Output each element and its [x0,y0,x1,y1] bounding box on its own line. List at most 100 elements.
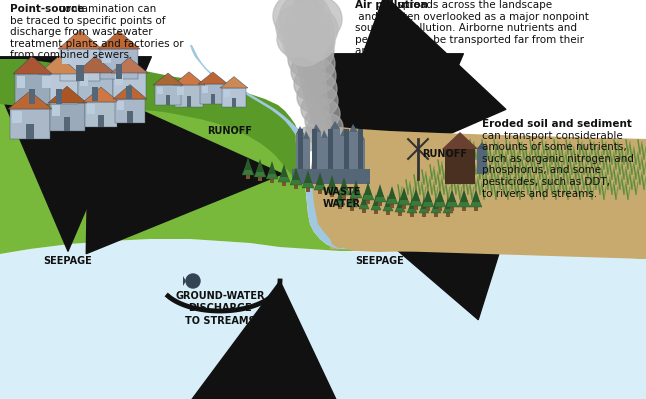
Circle shape [296,127,320,151]
Polygon shape [0,81,646,259]
Polygon shape [374,210,378,214]
Polygon shape [477,142,487,149]
Polygon shape [326,221,646,259]
Polygon shape [349,124,358,132]
Circle shape [306,117,334,145]
Polygon shape [294,185,298,189]
Polygon shape [438,207,442,211]
Circle shape [286,7,334,55]
Circle shape [292,0,318,24]
Polygon shape [335,193,345,205]
Polygon shape [303,139,310,184]
Polygon shape [361,193,367,205]
Polygon shape [422,213,426,217]
Circle shape [294,31,334,71]
Polygon shape [373,194,379,206]
Polygon shape [256,159,264,172]
Circle shape [291,54,325,88]
Polygon shape [340,177,348,190]
Polygon shape [458,193,470,207]
Polygon shape [0,59,305,184]
Polygon shape [242,161,254,175]
Polygon shape [419,201,429,213]
Polygon shape [278,168,290,182]
Polygon shape [296,134,304,184]
Polygon shape [410,213,414,217]
Text: RUNOFF: RUNOFF [422,149,468,159]
Polygon shape [358,132,365,140]
Polygon shape [426,207,430,211]
Polygon shape [462,207,466,211]
Polygon shape [26,124,34,139]
Polygon shape [402,205,406,209]
Polygon shape [359,197,369,209]
Circle shape [273,0,317,38]
Polygon shape [386,190,398,204]
Polygon shape [115,75,123,85]
Polygon shape [398,212,402,216]
Text: can transport considerable
amounts of some nutrients,
such as organic nitrogen a: can transport considerable amounts of so… [482,119,634,199]
Polygon shape [15,74,50,104]
Polygon shape [220,77,248,88]
Text: Point-source: Point-source [10,4,85,14]
Polygon shape [177,87,184,95]
Circle shape [279,0,331,45]
Polygon shape [407,201,417,213]
Circle shape [310,99,340,129]
Polygon shape [98,115,104,127]
Polygon shape [349,132,358,184]
Polygon shape [328,129,333,169]
Circle shape [295,2,325,32]
Circle shape [303,72,337,106]
Polygon shape [76,65,84,81]
Polygon shape [349,191,355,203]
Polygon shape [113,85,147,99]
Polygon shape [270,179,274,183]
Polygon shape [258,177,262,181]
Polygon shape [397,196,403,208]
Polygon shape [56,89,62,104]
Circle shape [295,0,317,12]
Circle shape [276,5,320,49]
Polygon shape [48,86,87,103]
Polygon shape [422,193,434,207]
Polygon shape [340,128,348,136]
Text: GROUND-WATER
DISCHARGE
TO STREAMS: GROUND-WATER DISCHARGE TO STREAMS [175,291,265,326]
Text: SEEPAGE: SEEPAGE [44,256,92,266]
Circle shape [277,21,313,57]
Polygon shape [371,198,381,210]
Polygon shape [58,30,102,49]
Polygon shape [354,198,358,202]
Polygon shape [12,111,22,123]
Polygon shape [113,73,146,99]
Polygon shape [50,103,85,131]
Polygon shape [395,200,405,212]
Polygon shape [442,132,478,149]
Polygon shape [38,56,80,74]
Circle shape [300,0,324,19]
Polygon shape [366,200,370,204]
Polygon shape [126,86,132,99]
Circle shape [301,95,329,123]
Polygon shape [316,172,324,185]
Polygon shape [330,121,340,129]
Polygon shape [8,91,52,109]
Circle shape [186,274,200,288]
Polygon shape [17,76,25,88]
Polygon shape [424,189,432,202]
Polygon shape [433,197,439,209]
Polygon shape [312,124,321,132]
Polygon shape [222,88,246,107]
Polygon shape [474,207,478,211]
Polygon shape [412,188,420,201]
Polygon shape [292,167,300,180]
Polygon shape [111,57,148,73]
Polygon shape [414,206,418,210]
Polygon shape [460,189,468,202]
Polygon shape [362,209,366,213]
Polygon shape [337,189,343,201]
Polygon shape [388,186,396,199]
Polygon shape [42,76,51,88]
Polygon shape [183,276,186,286]
Polygon shape [280,164,288,177]
